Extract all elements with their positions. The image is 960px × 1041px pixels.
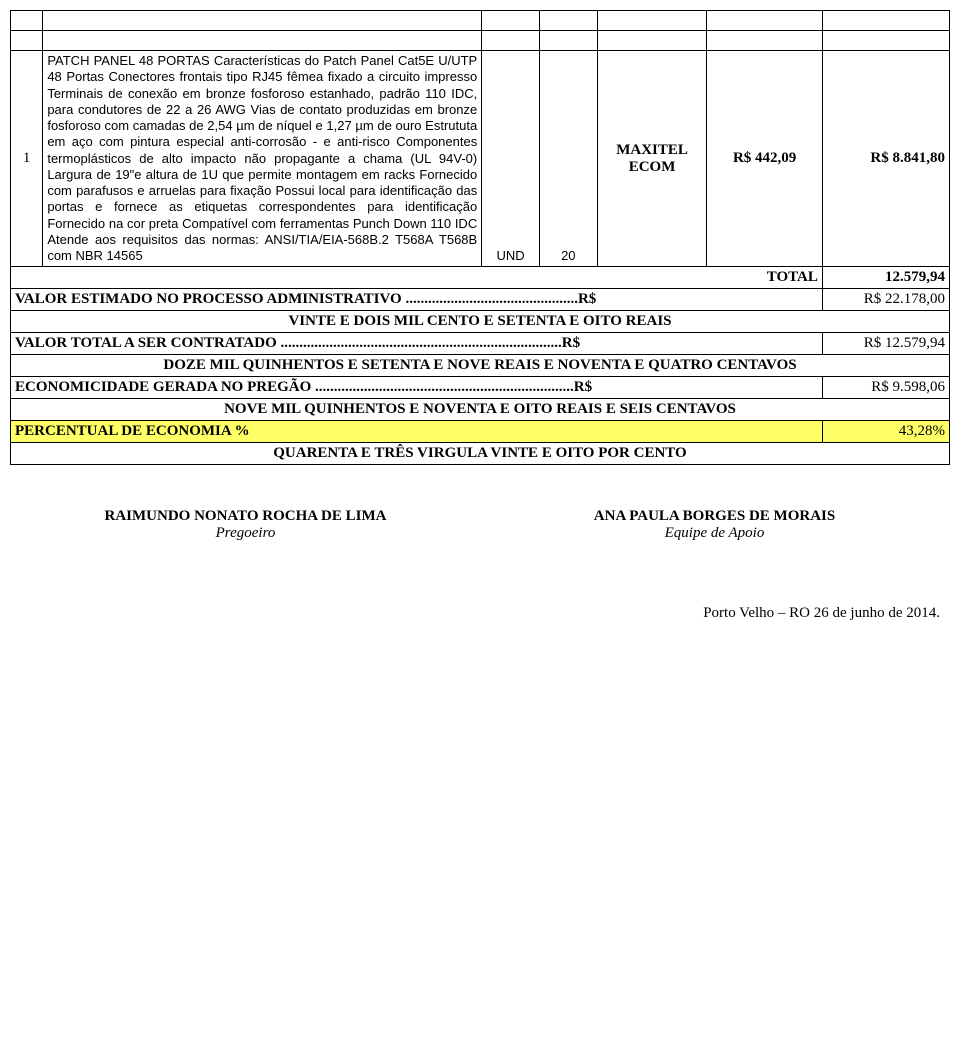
row-estimado-words: VINTE E DOIS MIL CENTO E SETENTA E OITO … xyxy=(11,311,950,333)
signer-left-role: Pregoeiro xyxy=(13,525,478,542)
contratado-value: R$ 12.579,94 xyxy=(822,333,949,355)
item-description: PATCH PANEL 48 PORTAS Características do… xyxy=(43,51,482,267)
percentual-label: PERCENTUAL DE ECONOMIA % xyxy=(11,421,823,443)
item-unit-price: R$ 442,09 xyxy=(707,51,822,267)
row-estimado: VALOR ESTIMADO NO PROCESSO ADMINISTRATIV… xyxy=(11,289,950,311)
contratado-label: VALOR TOTAL A SER CONTRATADO ...........… xyxy=(11,333,823,355)
item-number: 1 xyxy=(11,51,43,267)
economicidade-value: R$ 9.598,06 xyxy=(822,377,949,399)
signature-block: RAIMUNDO NONATO ROCHA DE LIMA Pregoeiro … xyxy=(10,505,950,545)
percentual-words: QUARENTA E TRÊS VIRGULA VINTE E OITO POR… xyxy=(11,443,950,465)
footer-date-location: Porto Velho – RO 26 de junho de 2014. xyxy=(10,605,950,622)
row-percentual: PERCENTUAL DE ECONOMIA % 43,28% xyxy=(11,421,950,443)
signer-left-name: RAIMUNDO NONATO ROCHA DE LIMA xyxy=(13,508,478,525)
estimado-words: VINTE E DOIS MIL CENTO E SETENTA E OITO … xyxy=(11,311,950,333)
table-row-filler xyxy=(11,11,950,31)
signer-right-role: Equipe de Apoio xyxy=(482,525,947,542)
table-row-item: 1 PATCH PANEL 48 PORTAS Características … xyxy=(11,51,950,267)
row-contratado-words: DOZE MIL QUINHENTOS E SETENTA E NOVE REA… xyxy=(11,355,950,377)
total-value: 12.579,94 xyxy=(822,267,949,289)
signer-right-name: ANA PAULA BORGES DE MORAIS xyxy=(482,508,947,525)
contratado-words: DOZE MIL QUINHENTOS E SETENTA E NOVE REA… xyxy=(11,355,950,377)
row-economicidade: ECONOMICIDADE GERADA NO PREGÃO .........… xyxy=(11,377,950,399)
total-label: TOTAL xyxy=(707,267,822,289)
row-economicidade-words: NOVE MIL QUINHENTOS E NOVENTA E OITO REA… xyxy=(11,399,950,421)
row-contratado: VALOR TOTAL A SER CONTRATADO ...........… xyxy=(11,333,950,355)
item-qty: 20 xyxy=(539,51,597,267)
economicidade-words: NOVE MIL QUINHENTOS E NOVENTA E OITO REA… xyxy=(11,399,950,421)
row-total: TOTAL 12.579,94 xyxy=(11,267,950,289)
row-percentual-words: QUARENTA E TRÊS VIRGULA VINTE E OITO POR… xyxy=(11,443,950,465)
item-total-price: R$ 8.841,80 xyxy=(822,51,949,267)
economicidade-label: ECONOMICIDADE GERADA NO PREGÃO .........… xyxy=(11,377,823,399)
percentual-value: 43,28% xyxy=(822,421,949,443)
bid-result-table: 1 PATCH PANEL 48 PORTAS Características … xyxy=(10,10,950,465)
estimado-value: R$ 22.178,00 xyxy=(822,289,949,311)
item-unit: UND xyxy=(482,51,540,267)
estimado-label: VALOR ESTIMADO NO PROCESSO ADMINISTRATIV… xyxy=(11,289,823,311)
item-vendor: MAXITEL ECOM xyxy=(597,51,707,267)
table-row-filler xyxy=(11,31,950,51)
